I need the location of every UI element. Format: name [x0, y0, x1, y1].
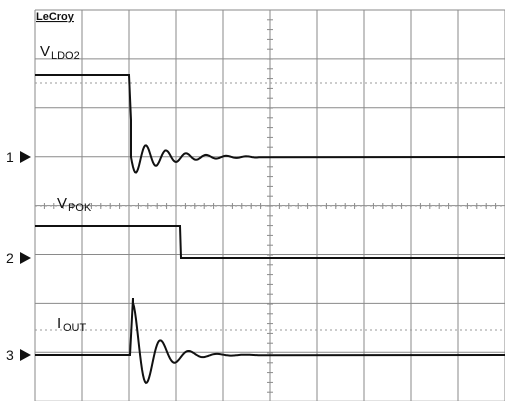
channel-marker: 1	[6, 149, 14, 165]
channel-arrow	[20, 151, 31, 163]
waveform	[35, 297, 505, 385]
channel-arrow	[20, 252, 31, 264]
channel-marker: 3	[6, 347, 14, 363]
channel-arrow	[20, 349, 31, 361]
waveform	[35, 74, 505, 174]
brand-logo: LeCroy	[36, 11, 75, 23]
trace-label-subscript: OUT	[63, 322, 87, 334]
trace-label-subscript: POK	[68, 202, 92, 214]
waveforms	[35, 74, 505, 385]
waveform	[35, 225, 505, 259]
trace-label-subscript: LDO2	[51, 50, 80, 62]
trace-label: I	[57, 315, 61, 332]
channel-marker: 2	[6, 250, 14, 266]
trace-label: V	[57, 195, 67, 212]
trace-label: V	[40, 43, 50, 60]
